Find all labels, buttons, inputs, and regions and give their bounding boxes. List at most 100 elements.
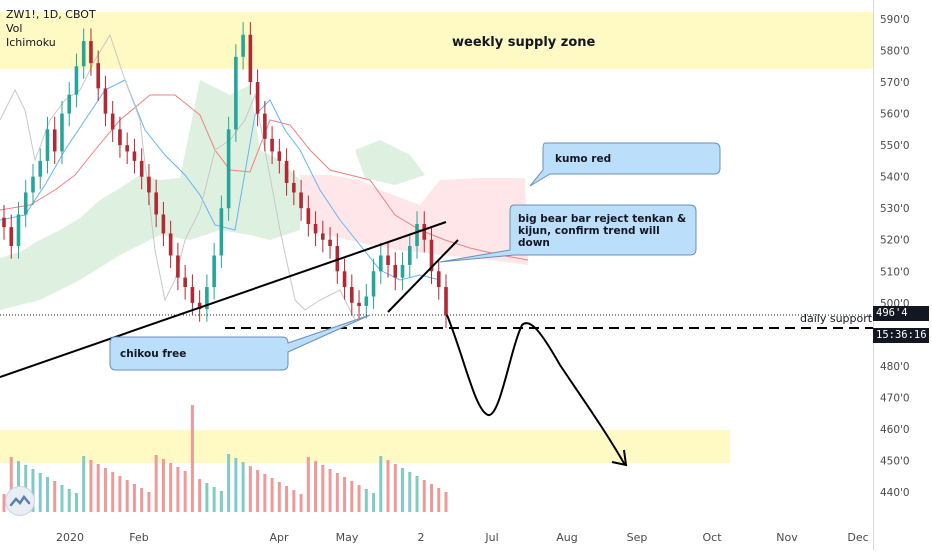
candle-body	[161, 214, 166, 234]
candle-body	[342, 271, 347, 288]
volume-bar	[401, 468, 405, 512]
volume-bar	[140, 488, 144, 512]
volume-bar	[306, 457, 310, 512]
candle-body	[81, 41, 86, 67]
candle-body	[299, 192, 303, 209]
volume-bar	[256, 470, 260, 512]
volume-bar	[372, 493, 376, 512]
trendline-ascending	[0, 221, 447, 378]
candle-body	[436, 271, 441, 288]
volume-bar	[154, 455, 158, 512]
candle-body	[386, 255, 390, 265]
ichimoku-indicator-label[interactable]: Ichimoku	[6, 36, 56, 49]
candle-body	[407, 246, 412, 265]
tradingview-logo-icon[interactable]	[6, 487, 34, 515]
price-tick-label: 510'0	[880, 266, 910, 278]
volume-bar	[67, 489, 71, 512]
time-tick-label: Nov	[776, 531, 798, 544]
candle-body	[168, 233, 173, 256]
volume-bar	[285, 486, 289, 512]
price-tick-label: 530'0	[880, 203, 910, 215]
bear-bar-label-1: big bear bar reject tenkan &	[518, 213, 686, 225]
volume-bar	[38, 473, 42, 512]
candle-body	[23, 192, 28, 215]
candle-body	[393, 264, 398, 278]
volume-bar	[161, 459, 165, 512]
volume-bar	[132, 484, 136, 512]
volume-bar	[53, 481, 57, 512]
time-tick-label: May	[336, 531, 359, 544]
candle-body	[16, 214, 21, 247]
volume-bar	[16, 461, 20, 512]
volume-bar	[82, 456, 86, 512]
candle-body	[125, 145, 129, 152]
candle-body	[139, 160, 144, 177]
candle-body	[335, 246, 340, 272]
time-tick-label: Aug	[556, 531, 577, 544]
volume-bar	[386, 460, 390, 512]
price-axis-labels: 590'0 580'0 570'0 560'0 550'0 540'0 530'0 520'0…	[880, 14, 910, 499]
price-tick-label: 540'0	[880, 172, 910, 184]
projection-arrowhead	[611, 449, 628, 467]
candle-body	[9, 227, 14, 247]
candle-body	[89, 41, 93, 64]
candle-body	[350, 287, 354, 303]
volume-bar	[444, 492, 448, 512]
volume-bar	[111, 472, 115, 512]
volume-bar	[393, 464, 397, 512]
ticker-title[interactable]: ZW1!, 1D, CBOT	[6, 8, 96, 21]
daily-support-label: daily support	[800, 312, 873, 325]
volume-bar	[415, 476, 419, 512]
price-tick-label: 470'0	[880, 392, 910, 404]
candle-body	[313, 223, 318, 234]
time-axis[interactable]: 2020 Feb Apr May 2 Jul Aug Sep Oct Nov Dec	[56, 531, 869, 544]
price-tick-label: 440'0	[880, 487, 910, 499]
volume-indicator-label[interactable]: Vol	[6, 22, 23, 35]
candle-body	[284, 160, 289, 183]
logo-wave-icon	[9, 494, 31, 507]
time-tick-label: Feb	[129, 531, 148, 544]
candle-body	[248, 34, 253, 83]
time-tick-label: 2020	[56, 531, 84, 544]
candle-body	[234, 56, 238, 130]
candle-body	[197, 302, 202, 310]
candle-body	[371, 271, 376, 297]
candle-body	[190, 287, 195, 303]
candle-body	[60, 113, 64, 152]
volume-bar	[96, 464, 100, 512]
candle-body	[96, 63, 100, 89]
candle-body	[422, 223, 427, 240]
time-tick-label: Sep	[627, 531, 648, 544]
candle-body	[132, 151, 137, 161]
candle-body	[103, 88, 108, 114]
time-tick-label: Oct	[702, 531, 722, 544]
volume-bar	[103, 468, 107, 512]
candle-body	[263, 113, 267, 139]
candle-body	[444, 287, 448, 316]
volume-bar	[147, 492, 151, 512]
price-tick-label: 520'0	[880, 235, 910, 247]
price-axis[interactable]: 590'0 580'0 570'0 560'0 550'0 540'0 530'0 520'0…	[873, 0, 932, 550]
candle-body	[306, 208, 311, 224]
volume-bar	[60, 485, 64, 512]
price-tick-label: 450'0	[880, 455, 910, 467]
candle-body	[205, 287, 209, 310]
trendline-short	[387, 239, 459, 313]
time-tick-label: 2	[418, 531, 425, 544]
time-tick-label: Apr	[269, 531, 289, 544]
legend[interactable]: ZW1!, 1D, CBOT Vol Ichimoku	[6, 8, 96, 50]
volume-bar	[350, 481, 354, 512]
volume-bar	[198, 479, 202, 512]
kumo-red-label: kumo red	[555, 153, 611, 165]
candle-body	[415, 223, 419, 247]
volume-bar	[241, 462, 245, 512]
volume-bar	[328, 469, 332, 512]
volume-bar	[205, 483, 209, 512]
volume-bar	[292, 490, 296, 512]
candle-body	[38, 160, 43, 177]
volume-bar	[183, 471, 187, 512]
candle-body	[45, 129, 50, 161]
bear-bar-label-2: kijun, confirm trend will	[518, 225, 660, 237]
